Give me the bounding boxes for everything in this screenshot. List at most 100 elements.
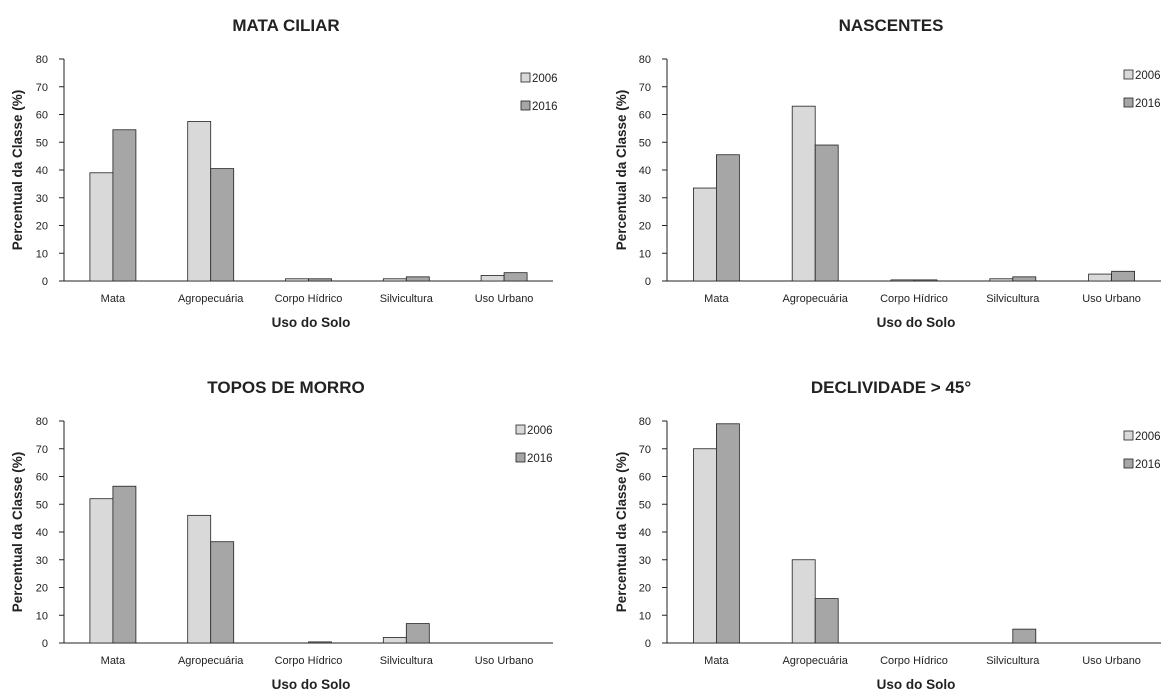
y-tick-label: 40 [36, 527, 48, 539]
y-tick-label: 30 [36, 193, 48, 205]
chart-title: TOPOS DE MORRO [207, 378, 364, 397]
y-tick-label: 60 [36, 472, 48, 484]
y-tick-label: 70 [36, 444, 48, 456]
bar-2016-3 [308, 278, 332, 282]
y-tick-label: 60 [36, 110, 48, 122]
y-tick-label: 20 [639, 221, 651, 233]
x-tick-label: Corpo Hídrico [880, 655, 948, 667]
y-tick-label: 60 [639, 110, 651, 122]
bar-2006-5 [480, 275, 505, 282]
bar-2016-2 [210, 168, 235, 282]
bar-2006-4 [382, 637, 407, 644]
chart-title: DECLIVIDADE > 45° [811, 378, 972, 397]
bar-2016-1 [716, 423, 740, 644]
x-axis-title: Uso do Solo [272, 315, 351, 330]
chart-title: NASCENTES [839, 16, 944, 35]
x-tick-label: Silvicultura [380, 293, 434, 305]
y-tick-label: 30 [639, 555, 651, 567]
legend-label-2016: 2016 [532, 101, 558, 113]
chart-panel-2: NASCENTES 0 10 20 30 40 50 60 70 80 Percentual da … [614, 16, 1161, 330]
legend-label-2016: 2016 [527, 453, 553, 465]
bar-2016-4 [1012, 276, 1037, 282]
bar-2006-4 [989, 278, 1014, 282]
bar-2006-2 [791, 105, 816, 282]
legend-label-2006: 2006 [527, 425, 553, 437]
bar-2016-4 [1012, 628, 1037, 644]
legend-swatch-2016 [1123, 458, 1134, 469]
bar-2006-4 [382, 278, 407, 282]
bar-2016-3 [913, 279, 938, 282]
y-tick-label: 70 [639, 82, 651, 94]
bar-2016-1 [112, 129, 137, 282]
chart-panel-3: TOPOS DE MORRO 0 10 20 30 40 50 60 70 80 Percentua… [10, 378, 553, 692]
y-tick-label: 0 [645, 276, 651, 288]
x-tick-label: Corpo Hídrico [275, 655, 343, 667]
chart-title: MATA CILIAR [232, 16, 339, 35]
x-tick-label: Corpo Hídrico [880, 293, 948, 305]
y-tick-label: 60 [639, 472, 651, 484]
y-tick-label: 20 [36, 583, 48, 595]
y-axis-title: Percentual da Classe (%) [10, 452, 25, 613]
y-tick-label: 10 [36, 248, 48, 260]
legend-label-2006: 2006 [532, 73, 558, 85]
bar-2016-2 [814, 598, 839, 644]
legend-swatch-2016 [515, 452, 526, 463]
bar-2006-1 [89, 498, 114, 644]
chart-panel-4: DECLIVIDADE > 45° 0 10 20 30 40 50 60 70 80 Percen… [614, 378, 1161, 692]
y-tick-label: 70 [36, 82, 48, 94]
y-tick-label: 70 [639, 444, 651, 456]
y-tick-label: 50 [639, 137, 651, 149]
x-tick-label: Corpo Hídrico [275, 293, 343, 305]
y-tick-label: 10 [36, 610, 48, 622]
bar-2016-2 [814, 144, 839, 282]
legend-label-2006: 2006 [1135, 70, 1161, 82]
legend-label-2016: 2016 [1135, 459, 1161, 471]
y-tick-label: 10 [639, 248, 651, 260]
bar-2016-2 [210, 541, 235, 644]
y-tick-label: 30 [36, 555, 48, 567]
bar-2006-3 [890, 279, 915, 282]
y-axis-title: Percentual da Classe (%) [614, 452, 629, 613]
bar-2006-1 [693, 187, 717, 282]
legend-swatch-2006 [515, 424, 526, 435]
x-tick-label: Mata [704, 655, 729, 667]
bar-2016-5 [1111, 270, 1135, 282]
y-tick-label: 30 [639, 193, 651, 205]
y-tick-label: 50 [36, 137, 48, 149]
y-tick-label: 80 [36, 54, 48, 66]
y-tick-label: 80 [36, 416, 48, 428]
y-tick-label: 50 [639, 499, 651, 511]
x-tick-label: Mata [101, 655, 126, 667]
x-tick-label: Agropecuária [782, 655, 848, 667]
legend-swatch-2006 [1123, 430, 1134, 441]
y-tick-label: 10 [639, 610, 651, 622]
legend-swatch-2016 [520, 100, 531, 111]
bar-2016-1 [716, 154, 740, 282]
y-tick-label: 20 [639, 583, 651, 595]
x-tick-label: Agropecuária [782, 293, 848, 305]
chart-panel-1: MATA CILIAR 0 10 20 30 40 50 60 70 80 Percentual d… [10, 16, 558, 330]
y-tick-label: 80 [639, 54, 651, 66]
bar-2006-5 [1088, 273, 1112, 282]
legend-swatch-2006 [1123, 69, 1134, 80]
bar-2006-2 [791, 559, 816, 644]
bar-2006-2 [187, 514, 212, 644]
bar-2016-5 [503, 272, 528, 282]
legend-swatch-2006 [520, 72, 531, 83]
bar-2006-2 [187, 121, 212, 282]
bar-2006-1 [693, 448, 717, 644]
x-tick-label: Uso Urbano [475, 655, 534, 667]
legend-swatch-2016 [1123, 97, 1134, 108]
x-tick-label: Uso Urbano [1082, 655, 1141, 667]
x-tick-label: Silvicultura [380, 655, 434, 667]
x-tick-label: Uso Urbano [475, 293, 534, 305]
y-tick-label: 40 [639, 165, 651, 177]
bar-2016-3 [308, 641, 332, 644]
x-axis-title: Uso do Solo [877, 315, 956, 330]
legend-label-2016: 2016 [1135, 98, 1161, 110]
x-tick-label: Agropecuária [178, 655, 244, 667]
x-tick-label: Silvicultura [986, 655, 1040, 667]
y-tick-label: 0 [645, 638, 651, 650]
y-tick-label: 40 [639, 527, 651, 539]
